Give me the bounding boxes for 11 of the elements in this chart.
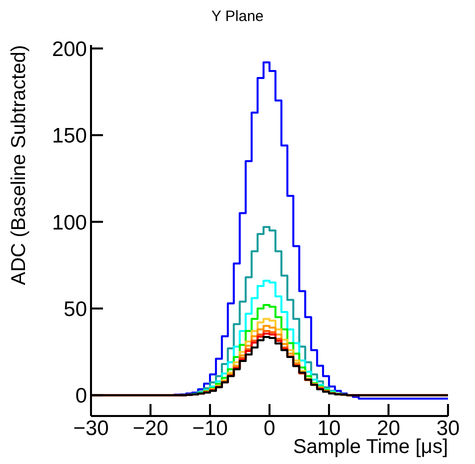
y-axis-title: ADC (Baseline Subtracted): [8, 45, 31, 288]
x-tick-label: −20: [132, 416, 168, 440]
x-tick-label: 0: [264, 416, 276, 440]
y-tick-label: 150: [52, 124, 87, 148]
chart-title: Y Plane: [210, 8, 265, 25]
x-tick-label: −10: [192, 416, 228, 440]
x-tick-label: −30: [73, 416, 109, 440]
y-tick-label: 200: [52, 38, 87, 61]
y-tick-label: 100: [52, 211, 87, 234]
y-tick-label: 50: [64, 298, 87, 321]
y-tick-label: 0: [75, 384, 87, 408]
